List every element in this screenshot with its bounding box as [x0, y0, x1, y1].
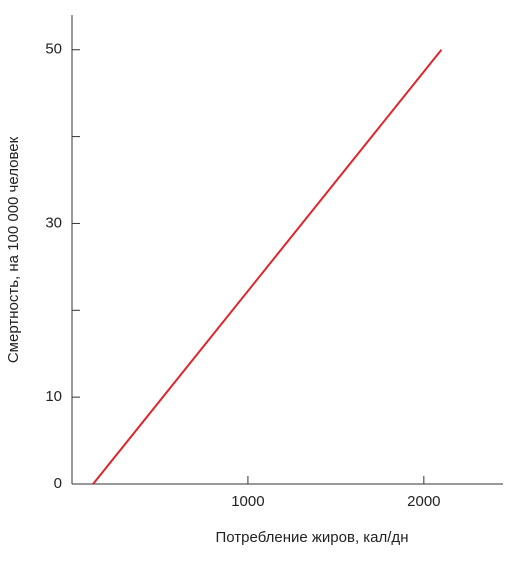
data-line: [92, 49, 443, 485]
y-tick-label: 0: [54, 475, 62, 492]
y-tick-label: 10: [45, 388, 62, 405]
y-tick-label: 50: [45, 41, 62, 58]
y-tick-label: 30: [45, 214, 62, 231]
x-axis-label: Потребление жиров, кал/дн: [216, 529, 409, 546]
x-tick-label: 2000: [407, 493, 440, 510]
x-tick-label: 1000: [231, 493, 264, 510]
y-axis-label: Смертность, на 100 000 человек: [5, 136, 22, 363]
